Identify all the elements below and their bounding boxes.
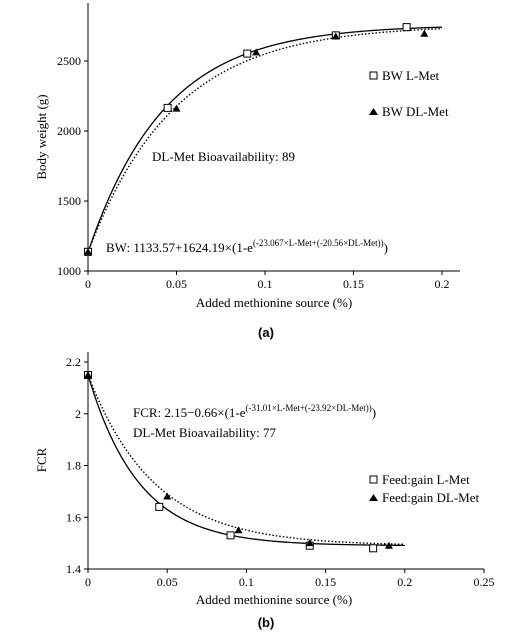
chart-a-point-l-met	[163, 103, 172, 112]
chart-b-point-l-met	[369, 544, 378, 553]
chart-b-series-l-met-fit-line	[87, 374, 405, 547]
chart-a-y-tick-label: 2000	[57, 124, 81, 138]
chart-b-equation: FCR: 2.15−0.66×(1-e(-31.01×L-Met+(-23.92…	[133, 403, 376, 420]
chart-a-point-dl-met	[172, 104, 181, 112]
chart-b-x-tick-label: 0.2	[397, 575, 412, 589]
chart-a-series-dl-met-fit-line	[87, 27, 443, 253]
chart-b-y-tick-label: 1.8	[66, 459, 81, 473]
chart-b-legend-marker-dl-met	[369, 494, 378, 501]
chart-a-y-tick-label: 1000	[57, 264, 81, 278]
chart-a-panel-label: (a)	[258, 325, 274, 340]
chart-a-legend-label-dl-met: BW DL-Met	[382, 104, 449, 119]
chart-a-equation-close: )	[384, 240, 388, 255]
chart-a-point-dl-met	[331, 32, 340, 40]
chart-a-series-l-met-fit-line	[87, 26, 443, 253]
chart-b-legend-label-l-met: Feed:gain L-Met	[382, 472, 470, 487]
chart-b-x-tick-label: 0.15	[315, 575, 336, 589]
chart-b-point-l-met	[226, 531, 235, 540]
chart-b-panel-label: (b)	[258, 615, 275, 630]
chart-a-equation: BW: 1133.57+1624.19×(1-e(-23.067×L-Met+(…	[106, 238, 388, 255]
chart-b-point-dl-met	[234, 526, 243, 534]
chart-b-y-axis-title: FCR	[34, 447, 49, 472]
chart-a-x-tick-label: 0.2	[435, 277, 450, 291]
chart-a-x-tick-label: 0	[85, 277, 91, 291]
chart-b-point-dl-met	[84, 370, 92, 378]
chart-b-y-tick-label: 2.2	[66, 355, 81, 369]
chart-a-equation-main: BW: 1133.57+1624.19×(1-e	[106, 240, 253, 255]
chart-a: 1000 1500 2000 2500 0 0.05 0.1 0.15 0.2 Body we…	[34, 3, 460, 340]
chart-b-equation-close: )	[372, 405, 376, 420]
chart-a-x-tick-label: 0.15	[343, 277, 364, 291]
chart-a-x-tick-label: 0.05	[166, 277, 187, 291]
chart-b-series-dl-met-fit-line	[87, 374, 405, 545]
chart-b-bioavailability-annotation: DL-Met Bioavailability: 77	[133, 425, 276, 440]
chart-b-point-dl-met	[384, 541, 393, 549]
chart-b-legend-label-dl-met: Feed:gain DL-Met	[382, 490, 480, 505]
chart-a-point-l-met	[402, 23, 411, 32]
chart-a-y-axis-title: Body weight (g)	[34, 94, 49, 179]
chart-b-point-dl-met	[305, 539, 314, 547]
chart-b-x-tick-label: 0.05	[157, 575, 178, 589]
chart-a-bioavailability-annotation: DL-Met Bioavailability: 89	[152, 149, 295, 164]
chart-a-point-dl-met	[252, 48, 261, 56]
chart-b-x-axis-title: Added methionine source (%)	[196, 592, 352, 607]
chart-a-point-dl-met	[420, 29, 429, 37]
chart-a-legend-label-l-met: BW L-Met	[382, 68, 440, 83]
chart-a-equation-exponent: (-23.067×L-Met+(-20.56×DL-Met))	[253, 238, 384, 248]
chart-a-y-tick-label: 1500	[57, 194, 81, 208]
chart-a-y-tick-label: 2500	[57, 54, 81, 68]
chart-b-point-dl-met	[163, 492, 172, 500]
chart-a-point-dl-met	[84, 247, 92, 255]
chart-b-x-tick-label: 0	[85, 575, 91, 589]
chart-a-x-axis-title: Added methionine source (%)	[196, 295, 352, 310]
chart-b-y-tick-label: 1.6	[66, 510, 81, 524]
chart-a-legend-marker-l-met	[369, 71, 378, 80]
chart-a-point-l-met	[243, 49, 252, 58]
chart-a-legend-marker-dl-met	[369, 108, 378, 115]
chart-b-x-tick-label: 0.25	[474, 575, 495, 589]
chart-b-legend-marker-l-met	[369, 475, 378, 484]
chart-b-equation-main: FCR: 2.15−0.66×(1-e	[133, 405, 246, 420]
chart-b-equation-exponent: (-31.01×L-Met+(-23.92×DL-Met))	[246, 403, 372, 413]
chart-b-x-tick-label: 0.1	[239, 575, 254, 589]
chart-b-y-tick-label: 1.4	[66, 562, 81, 576]
chart-a-x-tick-label: 0.1	[258, 277, 273, 291]
chart-b-point-l-met	[155, 502, 164, 511]
chart-b: 1.4 1.6 1.8 2 2.2 0 0.05 0.1 0.15 0.2 0.25 FCR Ad…	[34, 352, 495, 630]
chart-b-y-tick-label: 2	[75, 407, 81, 421]
